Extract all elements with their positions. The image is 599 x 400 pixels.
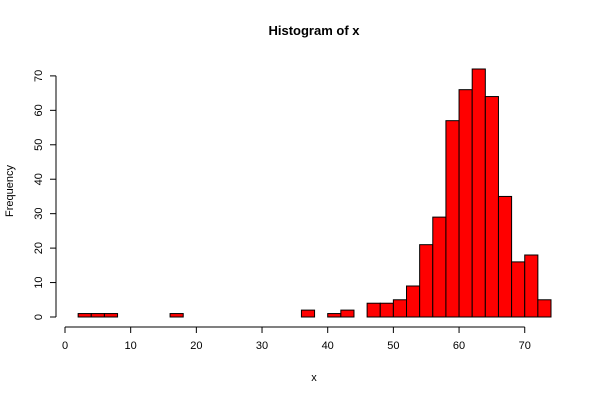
x-tick-label: 60 <box>453 340 465 352</box>
chart-title: Histogram of x <box>268 23 360 38</box>
histogram-bar <box>379 302 394 318</box>
x-tick-label: 0 <box>62 340 68 352</box>
histogram-bar <box>103 313 119 318</box>
y-tick-label: 30 <box>33 208 45 220</box>
bars-group <box>77 68 552 318</box>
y-tick-label: 50 <box>33 139 45 151</box>
histogram-bar <box>537 299 552 318</box>
y-tick-label: 0 <box>33 314 45 320</box>
y-axis-label: Frequency <box>4 165 16 217</box>
y-tick-label: 60 <box>33 104 45 116</box>
y-tick-label: 40 <box>33 173 45 185</box>
x-tick-label: 10 <box>125 340 137 352</box>
x-axis-label: x <box>311 372 317 384</box>
x-axis: 0 10 20 30 40 50 60 70 <box>62 326 531 352</box>
histogram-bar <box>340 309 355 318</box>
x-tick-label: 70 <box>519 340 531 352</box>
x-tick-label: 50 <box>387 340 399 352</box>
y-tick-label: 20 <box>33 242 45 254</box>
y-tick-label: 10 <box>33 276 45 288</box>
histogram-bar <box>484 96 499 318</box>
histogram-bar <box>497 195 513 318</box>
histogram-bar <box>511 261 526 318</box>
histogram-bar <box>524 254 539 318</box>
histogram-bar <box>458 89 473 318</box>
histogram-bar <box>300 309 316 318</box>
histogram-bar <box>445 120 460 318</box>
y-axis: 0 10 20 30 40 50 60 70 <box>33 70 57 320</box>
histogram-bar <box>90 313 105 318</box>
histogram-bar <box>406 285 421 318</box>
x-tick-label: 30 <box>256 340 268 352</box>
histogram-bar <box>471 68 486 318</box>
histogram-bar <box>392 299 408 318</box>
histogram-bar <box>77 313 92 318</box>
histogram-bar <box>327 313 342 318</box>
x-tick-label: 20 <box>190 340 202 352</box>
histogram-bar <box>419 244 434 318</box>
y-tick-label: 70 <box>33 70 45 82</box>
histogram-bar <box>169 313 184 318</box>
histogram-bar <box>366 302 381 318</box>
x-tick-label: 40 <box>322 340 334 352</box>
histogram-bar <box>432 216 447 318</box>
